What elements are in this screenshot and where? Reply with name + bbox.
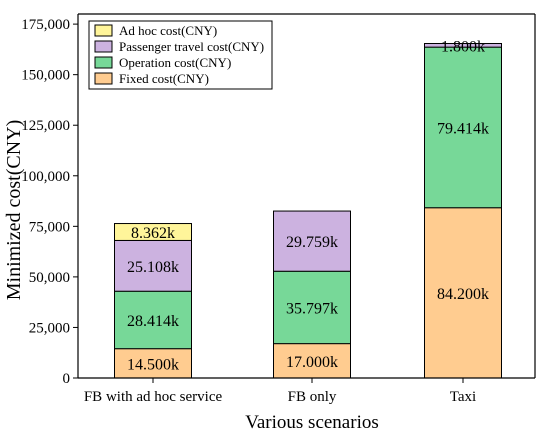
legend-label: Fixed cost(CNY)	[119, 71, 209, 86]
x-axis-title: Various scenarios	[245, 412, 379, 432]
legend-box	[88, 20, 273, 90]
bar-segment	[424, 207, 502, 379]
legend-label: Passenger travel cost(CNY)	[119, 39, 264, 54]
bar-segment	[114, 348, 192, 379]
y-tick-label: 50,000	[29, 270, 70, 286]
data-labels-layer: 14.500k 28.414k 25.108k 8.362k 17.000k 35.797…	[127, 38, 489, 373]
data-label: 84.200k	[437, 286, 489, 303]
data-label: 35.797k	[286, 300, 338, 317]
data-label: 29.759k	[286, 234, 338, 251]
y-tick-label: 75,000	[29, 219, 70, 235]
y-tick-label: 175,000	[21, 17, 70, 33]
y-tick-label: 125,000	[21, 118, 70, 134]
y-tick-label: 100,000	[21, 169, 70, 185]
legend-swatch	[94, 40, 113, 53]
bars-layer	[114, 42, 502, 379]
legend-swatch	[94, 72, 113, 85]
x-tick-label: Taxi	[450, 389, 476, 405]
legend: Ad hoc cost(CNY)Passenger travel cost(CN…	[88, 20, 273, 90]
bar-segment	[273, 270, 351, 345]
bar-segment	[273, 210, 351, 272]
data-label: 1.800k	[441, 38, 485, 55]
bar-segment	[424, 42, 502, 48]
x-tick-label: FB with ad hoc service	[84, 389, 223, 405]
data-label: 14.500k	[127, 356, 179, 373]
bar-segment	[424, 46, 502, 209]
bar-segment	[114, 290, 192, 350]
legend-label: Operation cost(CNY)	[119, 55, 231, 70]
legend-swatch	[94, 24, 113, 37]
y-tick-label: 25,000	[29, 320, 70, 336]
y-axis-title: Minimized cost(CNY)	[3, 120, 25, 301]
legend-label: Ad hoc cost(CNY)	[119, 23, 217, 38]
y-tick-label: 0	[63, 371, 71, 387]
bar-segment	[114, 223, 192, 241]
y-tick-label: 150,000	[21, 68, 70, 84]
ticks-layer: 0 25,000 50,000 75,000 100,000 125,000 150,000…	[21, 17, 476, 405]
data-label: 8.362k	[131, 225, 175, 242]
data-label: 17.000k	[286, 354, 338, 371]
data-label: 25.108k	[127, 259, 179, 276]
data-label: 79.414k	[437, 120, 489, 137]
x-tick-label: FB only	[288, 389, 337, 405]
legend-swatch	[94, 56, 113, 69]
data-label: 28.414k	[127, 313, 179, 330]
